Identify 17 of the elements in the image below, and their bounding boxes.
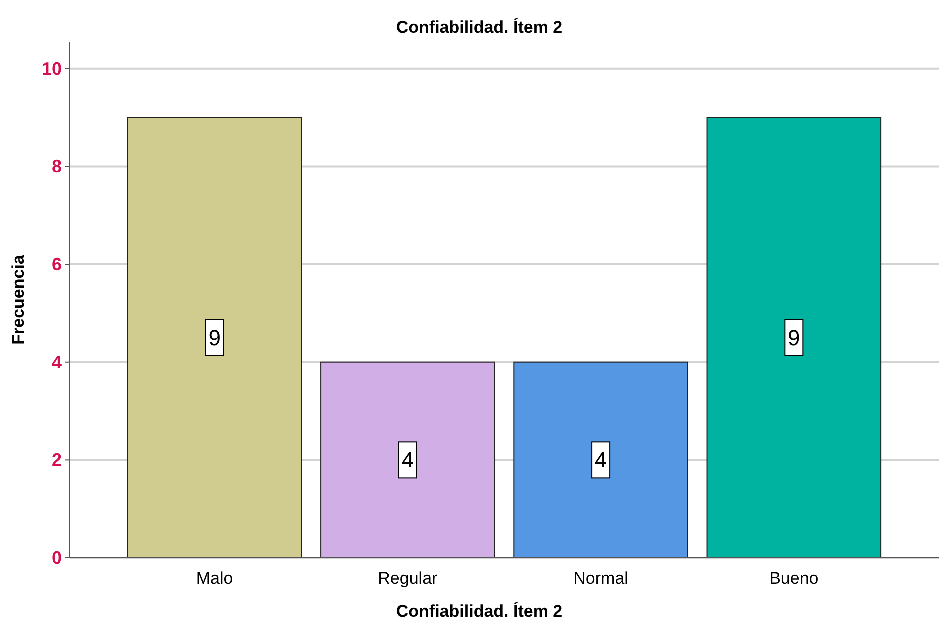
x-tick-label: Malo xyxy=(196,569,234,588)
data-label: 4 xyxy=(402,448,414,473)
data-label: 9 xyxy=(208,325,221,350)
y-tick-label: 0 xyxy=(52,548,62,568)
x-tick-label: Regular xyxy=(378,569,438,588)
chart-title: Confiabilidad. Ítem 2 xyxy=(396,17,563,37)
data-label: 9 xyxy=(788,325,800,350)
x-tick-label: Normal xyxy=(574,569,628,588)
y-axis-title: Frecuencia xyxy=(9,254,28,345)
y-tick-label: 6 xyxy=(52,254,62,275)
x-axis-title: Confiabilidad. Ítem 2 xyxy=(396,601,563,621)
data-label: 4 xyxy=(594,448,608,473)
y-tick-label: 4 xyxy=(52,352,62,372)
y-tick-label: 8 xyxy=(52,156,62,177)
y-tick-label: 10 xyxy=(42,58,62,79)
y-tick-label: 2 xyxy=(52,450,62,470)
x-tick-label: Bueno xyxy=(770,569,819,588)
